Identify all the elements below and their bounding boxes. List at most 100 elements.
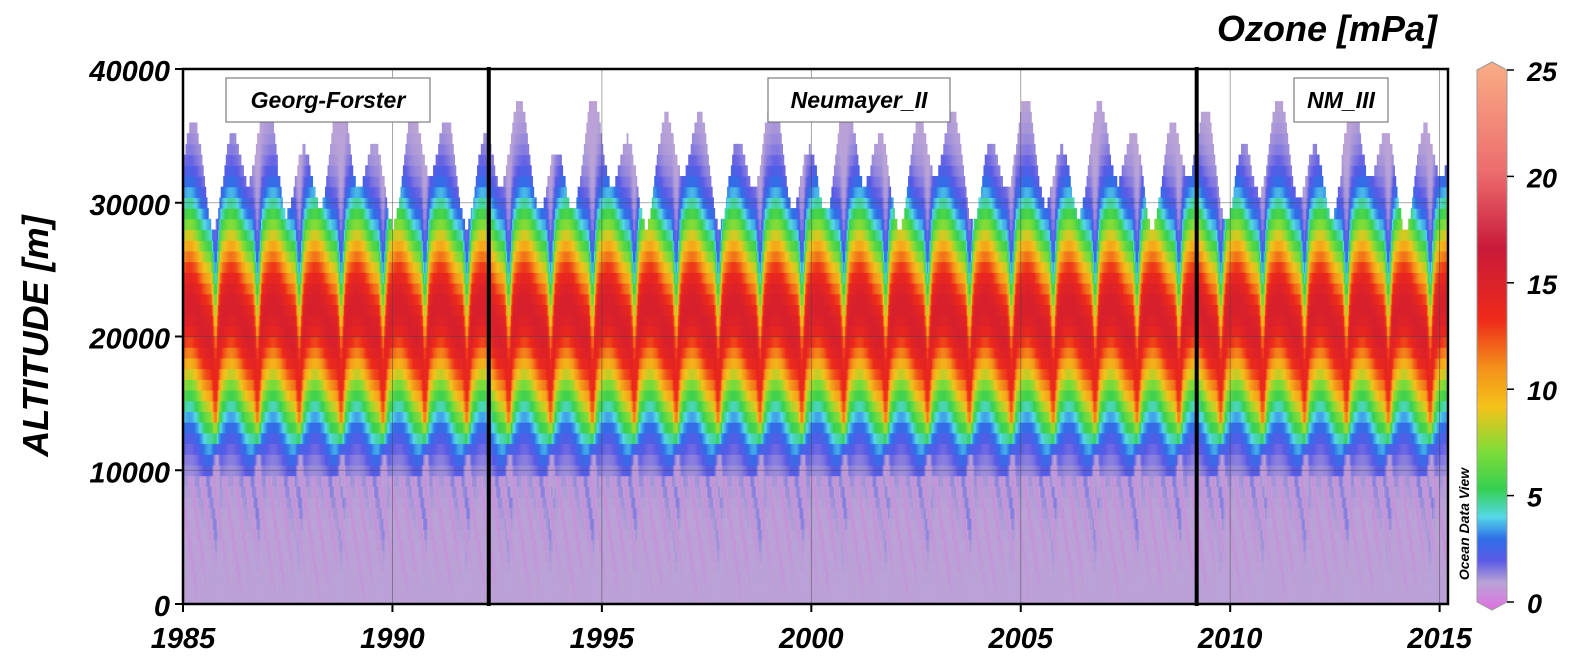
heatmap-cell [189,325,192,338]
heatmap-cell [190,475,193,487]
heatmap-cell [253,593,256,604]
heatmap-cell [250,400,253,412]
heatmap-cell [195,400,198,412]
heatmap-cell [216,304,219,316]
heatmap-cell [242,304,244,316]
heatmap-cell [209,368,212,380]
heatmap-cell [253,208,256,220]
heatmap-cell [218,486,221,498]
heatmap-cell [209,582,212,594]
heatmap-cell [191,315,194,327]
heatmap-cell [242,518,244,530]
heatmap-cell [184,379,187,391]
heatmap-cell [195,432,198,445]
heatmap-cell [240,518,243,530]
heatmap-cell [193,593,195,604]
heatmap-cell [204,507,207,519]
heatmap-cell [188,593,190,604]
heatmap-cell [253,250,256,263]
heatmap-cell [214,240,217,252]
heatmap-cell [219,443,222,455]
heatmap-cell [245,390,248,402]
heatmap-cell [185,379,188,391]
heatmap-cell [238,283,241,295]
heatmap-cell [188,497,190,509]
heatmap-cell [226,529,229,541]
heatmap-cell [243,529,246,541]
heatmap-cell [190,293,193,305]
heatmap-cell [218,432,221,445]
heatmap-cell [203,315,205,327]
heatmap-cell [252,293,254,305]
heatmap-cell [240,293,243,305]
heatmap-cell [186,261,189,273]
heatmap-cell [237,336,239,348]
heatmap-cell [225,261,228,273]
heatmap-cell [200,176,203,188]
heatmap-cell [184,582,187,594]
heatmap-cell [189,582,192,594]
heatmap-cell [210,454,213,466]
heatmap-cell [191,325,194,338]
heatmap-cell [224,283,227,295]
heatmap-cell [198,571,200,584]
heatmap-cell [194,582,197,594]
heatmap-cell [245,400,248,412]
heatmap-cell [223,229,226,241]
heatmap-cell [245,283,248,295]
heatmap-cell [195,486,198,498]
heatmap-cell [252,454,254,466]
heatmap-cell [216,593,219,604]
heatmap-cell [216,400,219,412]
heatmap-cell [219,336,222,348]
heatmap-cell [195,315,198,327]
heatmap-cell [237,293,239,305]
heatmap-cell [220,272,223,284]
heatmap-cell [253,240,256,252]
heatmap-cell [229,368,232,380]
heatmap-cell [203,411,205,423]
heatmap-cell [254,304,257,316]
heatmap-cell [210,390,213,402]
heatmap-cell [190,379,193,391]
heatmap-cell [215,497,218,509]
heatmap-cell [185,218,188,231]
heatmap-cell [184,561,187,573]
heatmap-cell [189,550,192,562]
heatmap-cell [193,539,195,552]
heatmap-cell [223,400,226,412]
heatmap-cell [189,293,192,305]
heatmap-cell [206,250,209,263]
heatmap-cell [248,379,251,391]
heatmap-cell [199,347,202,359]
heatmap-cell [206,261,209,273]
heatmap-cell [235,486,238,498]
heatmap-cell [252,357,254,370]
heatmap-cell [243,325,246,338]
heatmap-cell [252,208,254,220]
heatmap-cell [223,283,226,295]
heatmap-cell [228,208,231,220]
heatmap-cell [209,240,212,252]
heatmap-cell [209,475,212,487]
heatmap-cell [185,186,188,198]
heatmap-cell [194,315,197,327]
heatmap-cell [190,497,193,509]
heatmap-cell [226,550,229,562]
heatmap-cell [186,357,189,370]
heatmap-cell [215,443,218,455]
heatmap-cell [215,432,218,445]
heatmap-cell [208,550,210,562]
heatmap-cell [239,561,242,573]
heatmap-cell [199,368,202,380]
heatmap-cell [214,304,217,316]
heatmap-cell [218,240,221,252]
heatmap-cell [229,304,232,316]
heatmap-cell [232,283,234,295]
heatmap-cell [248,250,251,263]
heatmap-cell [191,218,194,231]
heatmap-cell [188,250,190,263]
heatmap-cell [244,272,247,284]
heatmap-cell [215,400,218,412]
heatmap-cell [228,368,231,380]
